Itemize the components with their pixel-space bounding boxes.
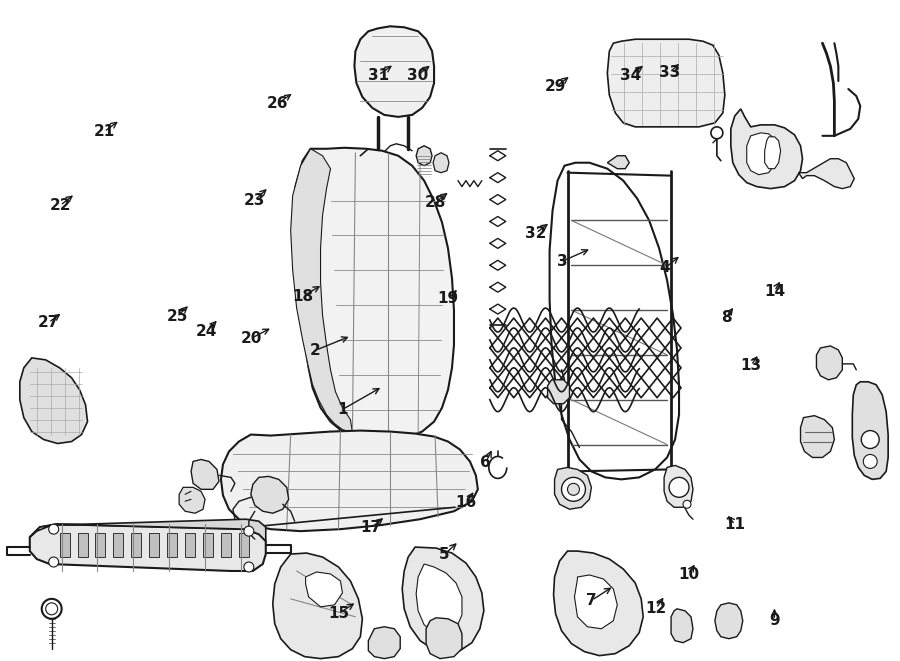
Polygon shape [355,26,434,117]
Polygon shape [273,553,363,658]
Polygon shape [608,39,724,127]
Polygon shape [203,533,213,557]
Circle shape [562,477,585,501]
Polygon shape [306,572,343,607]
Polygon shape [131,533,141,557]
Polygon shape [20,358,87,444]
Polygon shape [731,109,803,188]
Text: 32: 32 [526,225,546,241]
Polygon shape [426,618,462,658]
Text: 25: 25 [166,309,188,323]
Polygon shape [550,163,679,479]
Text: 15: 15 [328,606,349,621]
Polygon shape [671,609,693,642]
Polygon shape [816,346,842,380]
Polygon shape [852,382,888,479]
Polygon shape [416,564,462,635]
Text: 13: 13 [741,358,761,373]
Text: 16: 16 [455,496,477,510]
Polygon shape [574,575,617,629]
Circle shape [863,455,878,469]
Circle shape [41,599,61,619]
Polygon shape [416,146,432,166]
Text: 27: 27 [38,315,59,330]
Polygon shape [747,133,777,175]
Polygon shape [664,465,693,507]
Text: 5: 5 [439,547,450,562]
Text: 23: 23 [244,192,266,208]
Text: 4: 4 [660,260,670,276]
Polygon shape [113,533,123,557]
Text: 20: 20 [240,331,262,346]
Circle shape [244,526,254,536]
Polygon shape [95,533,105,557]
Polygon shape [30,524,266,571]
Polygon shape [554,551,644,656]
Circle shape [568,483,580,495]
Polygon shape [715,603,742,639]
Polygon shape [433,153,449,173]
Circle shape [861,430,879,449]
Polygon shape [800,416,834,457]
Circle shape [244,562,254,572]
Polygon shape [765,137,780,169]
Text: 34: 34 [620,67,642,83]
Polygon shape [608,156,629,169]
Text: 7: 7 [586,593,597,608]
Text: 28: 28 [425,194,446,210]
Circle shape [711,127,723,139]
Polygon shape [292,148,454,440]
Text: 10: 10 [678,566,699,582]
Text: 21: 21 [94,124,114,139]
Text: 22: 22 [50,198,71,213]
Text: 6: 6 [481,455,491,470]
Text: 3: 3 [557,254,567,269]
Text: 11: 11 [724,517,745,532]
Text: 30: 30 [407,67,428,83]
Text: 33: 33 [659,65,680,80]
Polygon shape [59,533,69,557]
Polygon shape [238,533,248,557]
Text: 8: 8 [721,310,732,325]
Circle shape [669,477,689,497]
Polygon shape [185,533,195,557]
Text: 31: 31 [368,67,389,83]
Text: 1: 1 [338,402,347,417]
Text: 26: 26 [267,96,289,111]
Text: 29: 29 [545,79,566,95]
Circle shape [46,603,58,615]
Polygon shape [179,487,205,513]
Polygon shape [77,533,87,557]
Circle shape [49,557,58,567]
Polygon shape [149,533,159,557]
Polygon shape [167,533,177,557]
Polygon shape [191,459,219,489]
Polygon shape [291,149,353,432]
Polygon shape [547,380,570,404]
Polygon shape [402,547,484,652]
Text: 24: 24 [195,325,217,339]
Polygon shape [798,159,854,188]
Polygon shape [221,430,478,531]
Polygon shape [30,519,266,541]
Polygon shape [368,627,400,658]
Polygon shape [251,477,289,513]
Text: 19: 19 [437,292,459,307]
Text: 2: 2 [310,343,321,358]
Circle shape [683,500,691,508]
Text: 12: 12 [645,601,667,616]
Text: 17: 17 [361,520,382,535]
Polygon shape [554,467,591,509]
Polygon shape [221,533,231,557]
Circle shape [49,524,58,534]
Text: 18: 18 [292,289,313,304]
Text: 14: 14 [764,284,785,299]
Text: 9: 9 [770,613,779,627]
